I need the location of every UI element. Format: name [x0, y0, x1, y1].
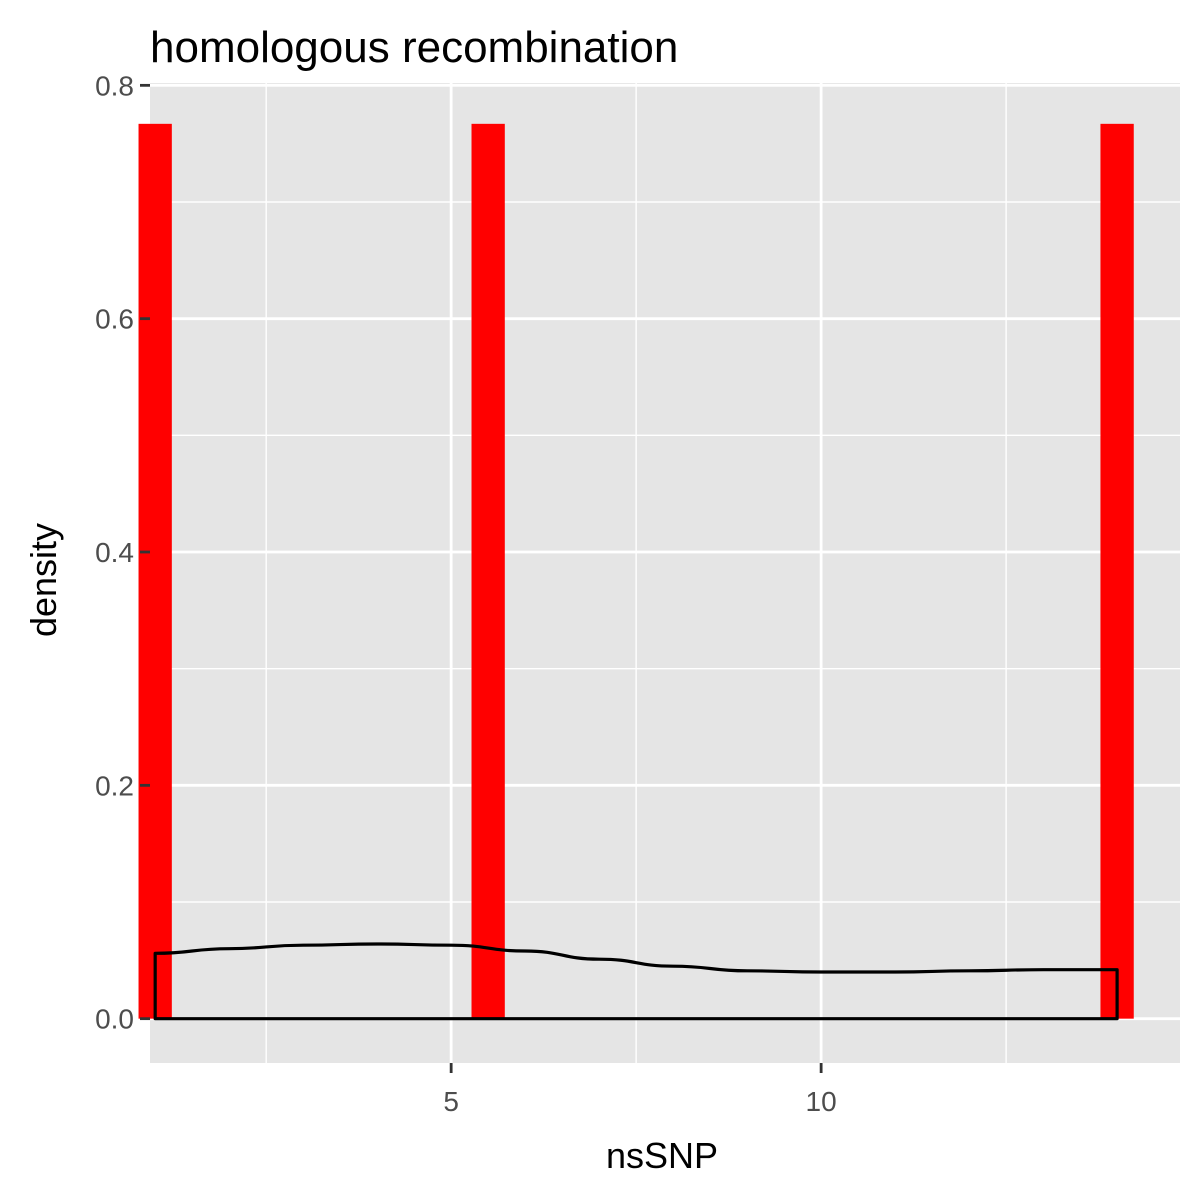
density-curve: [153, 942, 1119, 1021]
histogram-bar: [1100, 123, 1134, 1019]
x-axis: 5 10: [443, 1063, 837, 1117]
x-axis-label: nsSNP: [606, 1135, 718, 1176]
y-tick-label: 0.8: [95, 70, 134, 101]
y-axis: 0.0 0.2 0.4 0.6 0.8: [95, 70, 150, 1035]
y-tick-label: 0.4: [95, 537, 134, 568]
histogram-bar: [471, 123, 505, 1019]
chart-title: homologous recombination: [150, 23, 678, 72]
histogram-bar: [138, 123, 172, 1019]
histogram-bars: [138, 123, 1134, 1019]
y-tick-label: 0.0: [95, 1004, 134, 1035]
x-tick-label: 5: [443, 1086, 459, 1117]
density-curve-layer: [153, 942, 1119, 1021]
grid-minor: [150, 83, 1180, 1063]
plot-panel: [150, 83, 1180, 1063]
x-tick-label: 10: [806, 1086, 837, 1117]
y-axis-label: density: [23, 523, 64, 637]
y-tick-label: 0.6: [95, 304, 134, 335]
y-tick-label: 0.2: [95, 770, 134, 801]
